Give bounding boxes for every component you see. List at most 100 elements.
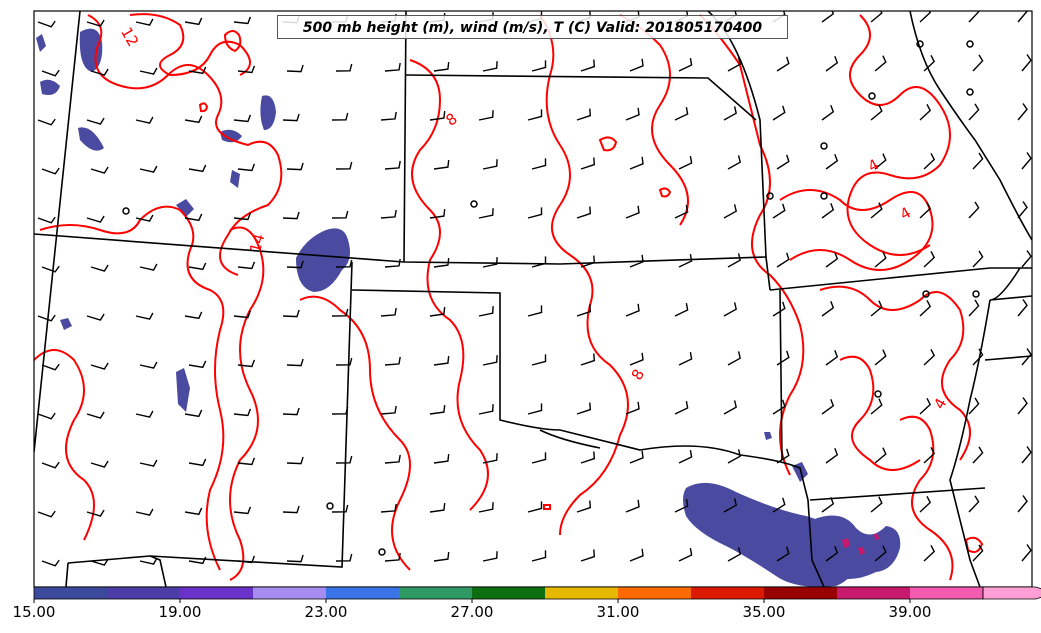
wind-barb [335,455,353,464]
wind-barb [723,302,738,317]
wind-barb [233,212,252,221]
wind-barb [968,299,980,317]
contour-label-14: 14 [246,232,268,255]
wind-barb [433,552,450,562]
wind-barb [1017,201,1028,219]
wind-barb [723,498,738,513]
wind-barb [184,213,203,222]
wind-barb [629,254,644,268]
wind-barb [772,301,786,317]
colorbar-segment [472,587,545,599]
wind-barb [923,446,936,464]
wind-barb [37,314,56,322]
wind-barb [870,496,883,513]
colorbar-segment [910,587,983,599]
wind-barb [331,308,349,317]
wind-barb [41,559,60,567]
wind-barb [482,453,498,464]
wind-barb [139,459,158,467]
colorbar-segment [399,587,472,599]
wind-barb [825,251,839,268]
wind-barb [1017,495,1028,513]
wind-barb [629,58,644,72]
wind-barb [429,307,446,317]
wind-barb [139,165,158,173]
wind-barb [384,258,401,268]
wind-barb [723,106,738,121]
wind-barb [478,110,494,121]
wind-barb [874,545,887,562]
wind-barb [629,352,644,366]
wind-barb [90,68,109,76]
calm-wind-circles [122,40,980,556]
colorbar-segment [618,587,691,599]
wind-barb [380,209,397,219]
colorbar-segment [107,587,180,599]
wind-barb [821,104,835,121]
wind-barb [380,307,397,317]
wind-barb [482,551,498,562]
wind-barb [433,62,450,72]
map-background [34,11,1032,587]
wind-barb [1021,250,1032,268]
wind-barb [237,457,256,466]
wind-barb [674,204,689,219]
wind-barb [237,163,256,172]
wind-barb [90,460,109,468]
wind-barb [531,354,547,366]
wind-barb [625,205,640,219]
wind-barb [478,306,494,317]
colorbar-segment [326,587,399,599]
wind-barb [41,167,60,175]
wind-barb [184,17,203,26]
wind-barb [482,159,498,170]
wind-barb [37,20,56,28]
wind-barb [580,353,596,366]
wind-barb [331,210,349,219]
wind-barb [776,448,790,464]
wind-barb [331,112,349,121]
wind-barb [86,313,105,321]
wind-barb [233,310,252,319]
wind-barb [776,350,790,366]
wind-barb [580,255,596,268]
colorbar-segment [764,587,837,599]
wind-barb [86,411,105,419]
wind-barb [1017,299,1028,317]
wind-barb [772,203,786,219]
wind-barb [37,510,56,518]
wind-barb [531,158,547,170]
wind-barb [625,499,640,513]
wind-barb [478,208,494,219]
colorbar-tick-label: 27.00 [450,603,494,621]
wind-barb [772,497,786,513]
wind-barb [1021,446,1032,464]
wind-barb [678,57,693,72]
wind-barb [429,209,446,219]
wind-barb [629,548,644,562]
wind-barb [282,505,300,514]
wind-barb [870,11,883,23]
wind-barb [678,253,693,268]
colorbar-segment [691,587,764,599]
wind-barb [286,162,304,171]
wind-barb [335,259,353,268]
wind-barb [678,547,693,562]
wind-barb [531,256,547,268]
wind-barb [727,155,742,170]
wind-barb [776,252,790,268]
wind-barb [576,108,592,121]
wind-barb [384,356,401,366]
colorbar-tick-label: 39.00 [888,603,932,621]
wind-barb [776,546,790,562]
wind-barb [233,114,252,123]
wind-barb [968,201,980,219]
colorbar-outline [33,586,984,600]
wind-barb [870,398,883,415]
wind-barb [286,64,304,73]
wind-barb [335,553,353,562]
wind-barb [380,405,397,415]
wind-barb [531,550,547,562]
wind-barb [331,406,349,415]
wind-barb [37,216,56,224]
